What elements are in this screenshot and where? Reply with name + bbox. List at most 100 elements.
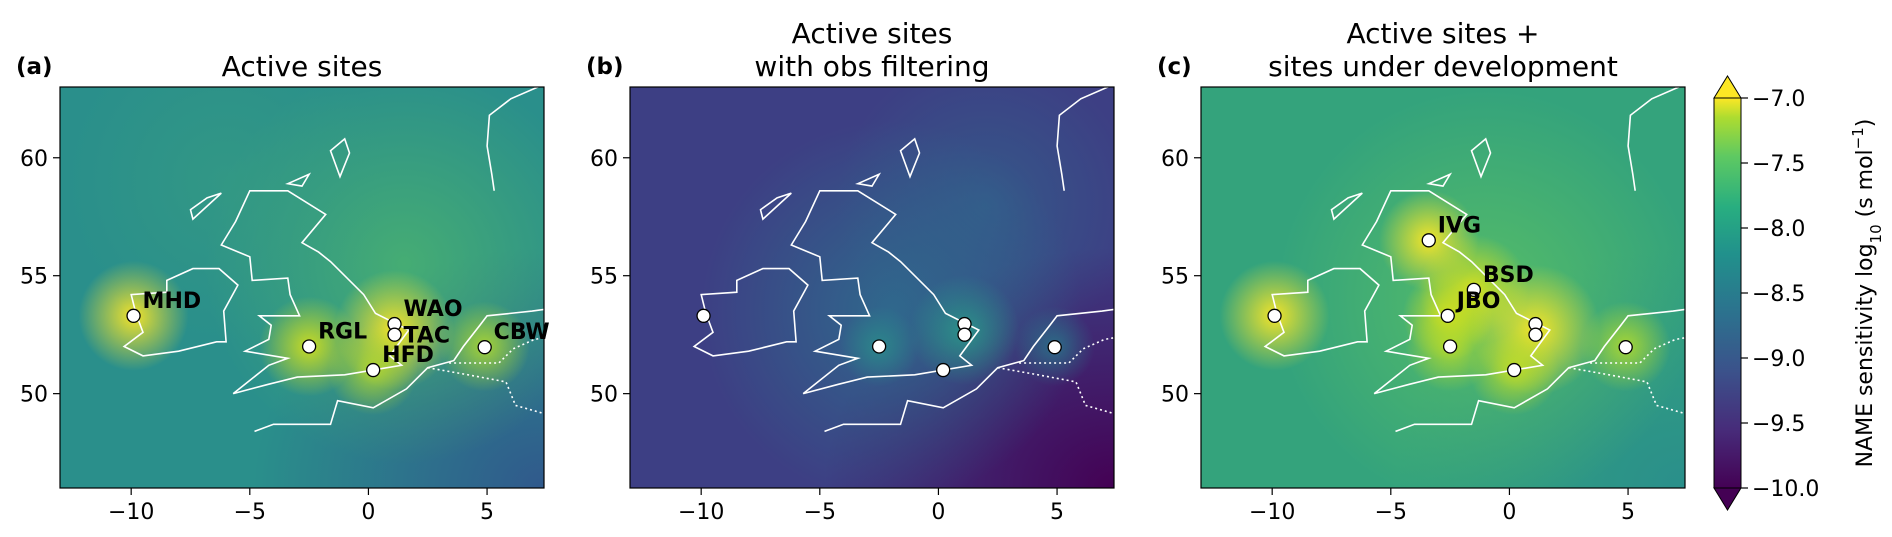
site-marker <box>477 340 492 355</box>
site-marker <box>366 362 381 378</box>
coastline <box>899 137 921 179</box>
site-marker <box>126 308 141 323</box>
coastline <box>122 267 239 357</box>
site-marker <box>957 327 972 342</box>
map-panel <box>60 87 544 488</box>
panel-label: (b) <box>586 54 624 80</box>
coastline <box>1330 192 1363 221</box>
coastline <box>1056 87 1110 191</box>
colorbar-label-part: NAME sensitivity log <box>1853 243 1878 467</box>
coastline <box>1470 137 1492 179</box>
x-tick-label: 0 <box>1502 500 1516 525</box>
panel-title: Active sites <box>792 17 953 50</box>
axes-frame <box>629 86 1115 489</box>
colorbar-label-part: (s mol <box>1853 149 1878 224</box>
x-tick-label: −5 <box>804 500 836 525</box>
x-tick-label: 0 <box>931 500 945 525</box>
site-label: WAO <box>404 297 463 322</box>
site-label: HFD <box>382 343 434 368</box>
site-marker <box>1047 340 1062 355</box>
coastline <box>285 172 312 187</box>
border <box>997 366 1114 415</box>
colorbar-label-part: 10 <box>1867 224 1885 243</box>
y-tick-label: 55 <box>1161 265 1189 290</box>
panel-title: sites under development <box>1268 50 1618 83</box>
panel-title: Active sites + <box>1346 17 1539 50</box>
site-marker <box>871 339 887 354</box>
site-label: IVG <box>1438 213 1481 238</box>
site-marker <box>936 362 951 378</box>
y-tick-label: 50 <box>590 383 618 408</box>
site-marker <box>1618 340 1633 355</box>
panel-title: with obs filtering <box>754 50 989 83</box>
x-tick-label: 0 <box>361 500 375 525</box>
coastline <box>220 190 411 395</box>
coastline <box>486 87 540 191</box>
site-label: CBW <box>494 320 550 345</box>
colorbar-tick-label: −7.5 <box>1752 152 1805 177</box>
coastline <box>1263 267 1380 357</box>
site-marker <box>1421 233 1436 248</box>
colorbar-tick-label: −7.0 <box>1752 87 1805 112</box>
colorbar <box>1714 98 1741 488</box>
map-panel <box>630 87 1114 488</box>
colorbar-extend-top <box>1713 75 1742 99</box>
coastline <box>1627 87 1681 191</box>
site-marker <box>387 327 402 342</box>
colorbar-extend-bottom <box>1713 487 1742 511</box>
x-tick-label: 5 <box>1050 500 1064 525</box>
x-tick-label: −10 <box>108 500 154 525</box>
y-tick-label: 55 <box>20 265 48 290</box>
coastline <box>692 267 809 357</box>
coastline <box>329 137 351 179</box>
y-tick-label: 55 <box>590 265 618 290</box>
y-tick-label: 50 <box>20 383 48 408</box>
coastline <box>189 192 222 221</box>
coastline <box>855 172 882 187</box>
x-tick-label: −10 <box>1249 500 1295 525</box>
site-label: BSD <box>1483 263 1534 288</box>
site-marker <box>696 308 711 323</box>
site-marker <box>1507 362 1522 378</box>
y-tick-label: 50 <box>1161 383 1189 408</box>
colorbar-tick-label: −9.5 <box>1752 412 1805 437</box>
axes-frame <box>1200 86 1686 489</box>
colorbar-tick-label: −8.5 <box>1752 282 1805 307</box>
y-tick-label: 60 <box>20 147 48 172</box>
coastline <box>759 192 792 221</box>
site-marker <box>1442 339 1458 354</box>
site-label: TAC <box>404 324 450 349</box>
border <box>427 366 544 415</box>
colorbar-tick-label: −10.0 <box>1752 477 1819 502</box>
site-label: RGL <box>318 319 367 344</box>
coastline <box>1426 172 1453 187</box>
y-tick-label: 60 <box>590 147 618 172</box>
colorbar-label-part: ) <box>1853 119 1878 128</box>
map-panel <box>1201 87 1685 488</box>
axes-frame <box>59 86 545 489</box>
colorbar-tick-label: −9.0 <box>1752 347 1805 372</box>
panel-label: (c) <box>1157 54 1192 80</box>
colorbar-label: NAME sensitivity log10 (s mol−1) <box>1849 119 1885 468</box>
field-hotspot <box>835 87 1114 355</box>
coastline <box>790 190 981 395</box>
y-tick-label: 60 <box>1161 147 1189 172</box>
x-tick-label: 5 <box>480 500 494 525</box>
site-label: MHD <box>143 289 202 314</box>
colorbar-tick-label: −8.0 <box>1752 217 1805 242</box>
field-hotspot <box>66 87 387 342</box>
x-tick-label: 5 <box>1621 500 1635 525</box>
site-marker <box>1528 327 1543 342</box>
site-marker <box>1466 282 1481 298</box>
site-marker <box>301 339 317 354</box>
site-marker <box>1440 308 1455 323</box>
x-tick-label: −5 <box>1375 500 1407 525</box>
x-tick-label: −10 <box>678 500 724 525</box>
border <box>1568 366 1685 415</box>
panel-label: (a) <box>16 54 53 80</box>
site-label: JBO <box>1455 289 1501 314</box>
site-marker <box>1267 308 1282 323</box>
coastline <box>1361 190 1552 395</box>
colorbar-label-part: −1 <box>1849 127 1867 149</box>
